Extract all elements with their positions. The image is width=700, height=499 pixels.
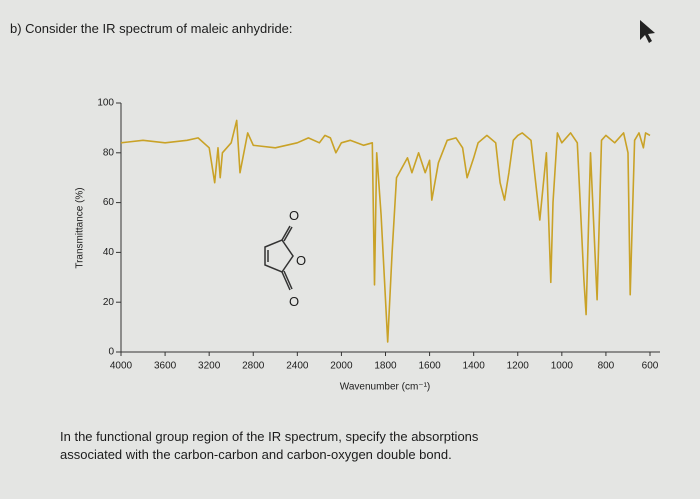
x-tick-label: 800 [598,361,615,372]
y-tick-label: 100 [97,98,114,109]
x-tick-label: 3200 [198,361,221,372]
molecule [264,225,294,291]
x-tick-label: 1200 [507,361,530,372]
x-tick-label: 3600 [154,361,177,372]
y-tick-label: 60 [103,197,115,208]
x-axis-label: Wavenumber (cm⁻¹) [340,382,430,393]
spectrum-line [120,119,651,343]
x-tick-label: 1000 [551,361,574,372]
question-text: b) Consider the IR spectrum of maleic an… [10,21,293,36]
y-axis-label: Transmittance (%) [75,187,86,268]
x-tick-label: 4000 [110,361,133,372]
atom-label: O [289,208,299,223]
x-tick-label: 2800 [242,361,265,372]
x-tick-label: 1400 [463,361,486,372]
y-tick-label: 40 [103,247,115,258]
atom-label: O [296,253,306,268]
y-tick-label: 80 [103,147,115,158]
y-tick-label: 0 [108,347,114,358]
footer-line: associated with the carbon-carbon and ca… [60,447,452,462]
x-tick-label: 2400 [286,361,309,372]
footer-line: In the functional group region of the IR… [60,429,479,444]
x-tick-label: 2000 [330,361,353,372]
y-tick-label: 20 [103,297,115,308]
x-tick-label: 1800 [374,361,397,372]
x-tick-label: 1600 [418,361,441,372]
x-tick-label: 600 [642,361,659,372]
cursor [640,20,655,43]
atom-label: O [289,294,299,309]
